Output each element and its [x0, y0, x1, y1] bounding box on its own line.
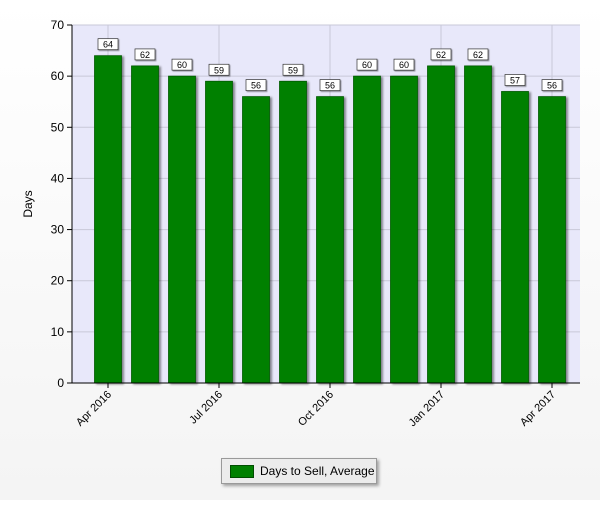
data-label: 56 — [319, 79, 341, 91]
y-tick-label: 0 — [57, 376, 64, 390]
data-label: 60 — [393, 58, 415, 71]
data-label-text: 59 — [288, 65, 298, 75]
data-label-box — [319, 79, 341, 91]
data-label-text: 56 — [325, 81, 335, 91]
bar — [464, 65, 492, 384]
data-label: 64 — [97, 38, 119, 51]
data-label-text: 56 — [547, 81, 557, 91]
data-label: 56 — [245, 79, 267, 91]
bar — [168, 75, 196, 384]
y-tick-label: 40 — [51, 171, 65, 185]
data-label-box — [504, 74, 526, 86]
data-label-text: 64 — [103, 40, 113, 50]
y-tick-label: 30 — [51, 223, 65, 237]
data-label: 59 — [282, 63, 304, 76]
data-label: 57 — [504, 74, 526, 86]
data-label-box — [541, 79, 563, 91]
data-label: 62 — [467, 48, 489, 61]
data-label-box — [430, 48, 452, 61]
x-tick-label: Jul 2016 — [187, 389, 225, 427]
data-label-box — [393, 58, 415, 71]
data-label-box — [467, 48, 489, 61]
data-label-box — [356, 58, 378, 71]
data-label-text: 62 — [140, 50, 150, 60]
data-label: 56 — [541, 79, 563, 91]
data-label-text: 62 — [436, 50, 446, 60]
bar — [353, 75, 381, 384]
data-label-text: 60 — [399, 60, 409, 70]
y-tick-label: 70 — [51, 18, 65, 32]
data-label-box — [245, 79, 267, 91]
data-label: 62 — [134, 48, 156, 61]
x-tick-label: Apr 2017 — [518, 389, 558, 429]
bar — [501, 91, 529, 384]
data-label-box — [282, 63, 304, 76]
y-axis-label: Days — [21, 190, 35, 217]
data-label-text: 60 — [362, 60, 372, 70]
legend-label: Days to Sell, Average — [260, 464, 375, 478]
data-label-text: 56 — [251, 81, 261, 91]
bar — [279, 80, 307, 384]
bars — [94, 55, 566, 384]
data-label-box — [208, 63, 230, 76]
data-label-text: 59 — [214, 65, 224, 75]
data-labels: 64 62 60 59 56 59 56 60 60 62 62 57 56 — [97, 38, 563, 91]
bar — [94, 55, 122, 384]
data-label-box — [134, 48, 156, 61]
data-label: 59 — [208, 63, 230, 76]
data-label-box — [97, 38, 119, 51]
x-tick-label: Oct 2016 — [296, 389, 336, 429]
bar — [316, 96, 344, 384]
data-label-text: 57 — [510, 75, 520, 85]
data-label-text: 62 — [473, 50, 483, 60]
y-tick-label: 50 — [51, 120, 65, 134]
bar — [427, 65, 455, 384]
x-tick-label: Apr 2016 — [74, 389, 114, 429]
data-label: 60 — [356, 58, 378, 71]
data-label-box — [171, 58, 193, 71]
x-tick-label: Jan 2017 — [407, 389, 447, 429]
bar — [205, 80, 233, 384]
bar — [131, 65, 159, 384]
data-label-text: 60 — [177, 60, 187, 70]
legend-swatch — [230, 464, 254, 478]
data-label: 60 — [171, 58, 193, 71]
bar — [538, 96, 566, 384]
bar — [390, 75, 418, 384]
data-label: 62 — [430, 48, 452, 61]
legend: Days to Sell, Average — [221, 458, 377, 484]
y-tick-label: 20 — [51, 274, 65, 288]
y-tick-label: 60 — [51, 69, 65, 83]
bar — [242, 96, 270, 384]
y-tick-label: 10 — [51, 325, 65, 339]
